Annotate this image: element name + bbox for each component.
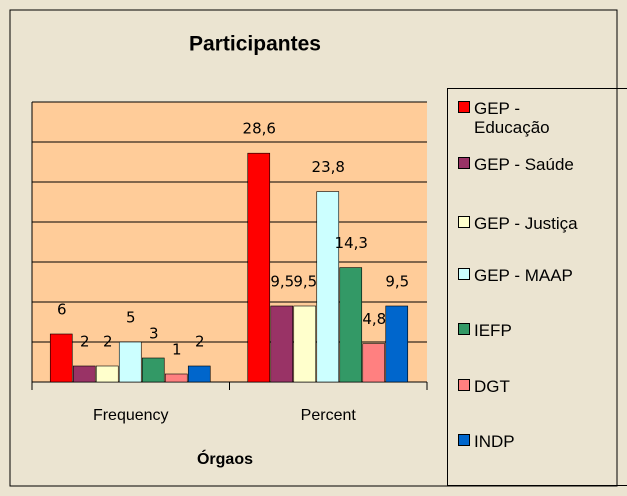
legend-item: GEP - Justiça (458, 214, 627, 233)
bar (72, 365, 96, 383)
bar (316, 191, 340, 383)
data-label: 4,8 (362, 310, 386, 328)
bar (141, 357, 165, 383)
legend-item: DGT (458, 377, 627, 396)
data-label: 28,6 (243, 120, 276, 138)
data-label: 1 (172, 341, 182, 359)
legend-swatch (458, 216, 470, 228)
bar (95, 365, 119, 383)
data-label: 9,5 (385, 273, 409, 291)
legend-swatch (458, 268, 470, 280)
legend-swatch (458, 101, 470, 113)
bar (270, 305, 294, 383)
data-label: 2 (80, 333, 90, 351)
legend-item: GEP - Educação (458, 99, 627, 137)
data-label: 3 (149, 325, 159, 343)
bar (164, 373, 188, 383)
chart-frame (9, 9, 618, 487)
legend-item: INDP (458, 432, 627, 451)
data-label: 6 (57, 301, 67, 319)
legend-item: GEP - MAAP (458, 266, 627, 285)
legend-label: GEP - Educação (474, 99, 550, 137)
legend-swatch (458, 434, 470, 446)
data-label: 14,3 (335, 234, 368, 252)
legend-label: GEP - MAAP (474, 266, 573, 285)
data-label: 2 (195, 333, 205, 351)
legend-item: GEP - Saúde (458, 155, 627, 174)
data-label: 9,5 (293, 273, 317, 291)
data-label: 5 (126, 309, 136, 327)
legend-label: IEFP (474, 321, 512, 340)
bar (49, 333, 73, 383)
legend-swatch (458, 379, 470, 391)
legend-label: DGT (474, 377, 510, 396)
bar (293, 305, 317, 383)
chart-title: Participantes (189, 33, 321, 56)
x-tick-label: Percent (301, 407, 357, 424)
bar (118, 341, 142, 383)
data-label: 2 (103, 333, 113, 351)
bar (339, 267, 363, 383)
data-label: 23,8 (312, 158, 345, 176)
legend-label: INDP (474, 432, 515, 451)
legend-swatch (458, 323, 470, 335)
legend-swatch (458, 157, 470, 169)
bar (362, 343, 386, 383)
x-axis-label: Órgaos (197, 449, 253, 468)
bar (385, 305, 409, 383)
bar (247, 152, 271, 383)
legend-label: GEP - Justiça (474, 214, 578, 233)
legend-item: IEFP (458, 321, 627, 340)
x-tick-label: Frequency (93, 407, 169, 424)
legend-label: GEP - Saúde (474, 155, 574, 174)
bar (187, 365, 211, 383)
legend: GEP - Educação GEP - Saúde GEP - Justiça GE… (447, 88, 627, 486)
data-label: 9,5 (270, 273, 294, 291)
